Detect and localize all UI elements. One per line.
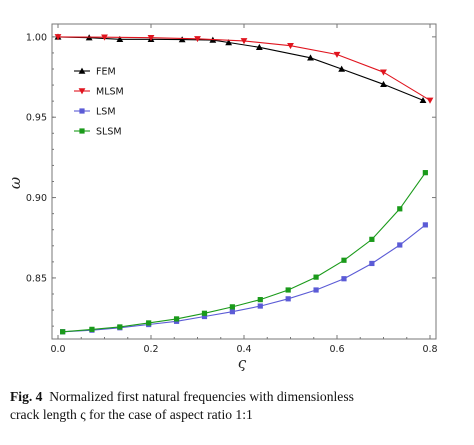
axis-ticks: 0.0 0.2 0.4 0.6 0.8 0.85 0.90 0.95 1.00 bbox=[26, 24, 438, 355]
data-point-slsm bbox=[369, 236, 375, 242]
data-point-slsm bbox=[89, 326, 95, 332]
data-point-slsm bbox=[341, 257, 347, 263]
y-tick-label: 1.00 bbox=[26, 32, 47, 43]
series-mlsm bbox=[54, 34, 434, 104]
data-point-fem bbox=[380, 80, 387, 87]
caption-line-2: crack length ς for the case of aspect ra… bbox=[10, 407, 253, 422]
data-point-slsm bbox=[117, 324, 123, 330]
data-point-slsm bbox=[397, 206, 403, 212]
data-point-slsm bbox=[257, 297, 263, 303]
data-point-lsm bbox=[201, 313, 208, 320]
data-point-lsm bbox=[422, 222, 428, 228]
legend-item-lsm: LSM bbox=[74, 107, 116, 118]
data-point-fem bbox=[178, 36, 186, 43]
data-point-lsm bbox=[313, 287, 319, 293]
data-point-mlsm bbox=[333, 51, 341, 58]
legend-swatch-marker bbox=[78, 67, 86, 74]
data-point-mlsm bbox=[426, 97, 434, 104]
legend-swatch-marker bbox=[79, 128, 85, 134]
series-fem bbox=[54, 33, 427, 104]
data-point-slsm bbox=[229, 304, 235, 310]
series-line-fem bbox=[57, 36, 424, 101]
data-point-lsm bbox=[369, 260, 375, 267]
x-tick-label: 0.0 bbox=[50, 344, 65, 355]
data-point-fem bbox=[338, 65, 346, 72]
y-tick-label: 0.95 bbox=[26, 113, 47, 124]
data-point-fem bbox=[116, 35, 124, 42]
x-tick-label: 0.2 bbox=[143, 344, 158, 355]
legend-label: LSM bbox=[96, 107, 116, 118]
x-tick-label: 0.8 bbox=[422, 344, 437, 355]
data-point-fem bbox=[419, 96, 427, 104]
data-point-lsm bbox=[397, 242, 403, 248]
data-point-fem bbox=[307, 54, 314, 61]
legend-swatch-marker bbox=[79, 108, 85, 114]
series-layer bbox=[54, 33, 434, 335]
legend-item-slsm: SLSM bbox=[74, 127, 122, 138]
x-tick-label: 0.4 bbox=[236, 344, 251, 355]
data-point-slsm bbox=[60, 329, 66, 335]
y-tick-label: 0.90 bbox=[26, 193, 47, 204]
data-point-slsm bbox=[201, 310, 208, 316]
data-point-fem bbox=[225, 39, 233, 46]
data-point-mlsm bbox=[54, 34, 62, 41]
caption-line-1: Normalized first natural frequencies wit… bbox=[49, 389, 354, 404]
series-line-slsm bbox=[62, 172, 426, 333]
data-point-slsm bbox=[146, 320, 152, 326]
legend-label: SLSM bbox=[96, 127, 122, 138]
data-point-mlsm bbox=[147, 34, 155, 42]
y-tick-label: 0.85 bbox=[26, 273, 47, 284]
x-tick-label: 0.6 bbox=[329, 344, 344, 355]
series-line-lsm bbox=[62, 224, 426, 333]
data-point-mlsm bbox=[194, 36, 201, 43]
data-point-slsm bbox=[285, 287, 291, 293]
data-point-lsm bbox=[257, 303, 263, 309]
legend-label: MLSM bbox=[96, 87, 124, 98]
legend-label: FEM bbox=[96, 67, 116, 78]
legend-item-mlsm: MLSM bbox=[74, 87, 124, 98]
chart: 0.0 0.2 0.4 0.6 0.8 0.85 0.90 0.95 1.00 FEM MLSM L… bbox=[6, 23, 438, 372]
data-point-slsm bbox=[173, 316, 180, 322]
x-axis-title: ς bbox=[238, 354, 247, 372]
legend: FEM MLSM LSM SLSM bbox=[74, 67, 124, 138]
data-point-lsm bbox=[229, 309, 235, 315]
data-point-mlsm bbox=[380, 69, 387, 76]
caption-label: Fig. 4 bbox=[10, 389, 43, 404]
data-point-mlsm bbox=[240, 38, 248, 45]
figure-caption: Fig. 4 Normalized first natural frequenc… bbox=[10, 388, 470, 424]
legend-swatch-marker bbox=[78, 88, 86, 95]
data-point-mlsm bbox=[101, 34, 108, 41]
data-point-fem bbox=[255, 43, 263, 51]
data-point-mlsm bbox=[287, 42, 294, 50]
y-axis-title: ω bbox=[6, 177, 24, 189]
series-slsm bbox=[60, 170, 428, 335]
data-point-lsm bbox=[341, 276, 347, 282]
legend-item-fem: FEM bbox=[74, 67, 116, 78]
data-point-slsm bbox=[313, 274, 319, 280]
data-point-slsm bbox=[422, 170, 428, 176]
data-point-lsm bbox=[285, 296, 291, 302]
